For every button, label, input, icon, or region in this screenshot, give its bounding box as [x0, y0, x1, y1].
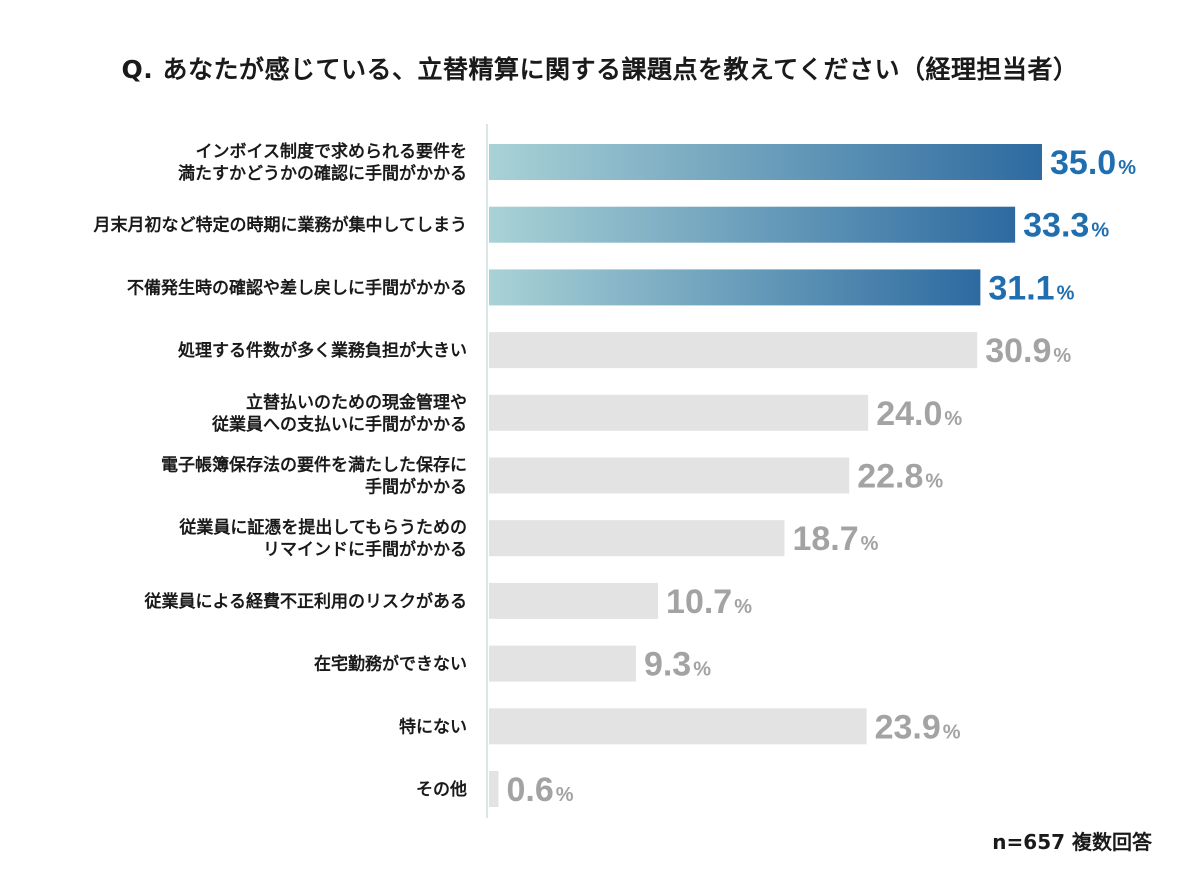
- category-label-3: 不備発生時の確認や差し戻しに手間がかかる: [127, 277, 467, 298]
- category-label-2: 月末月初など特定の時期に業務が集中してしまう: [93, 215, 468, 236]
- bar-2: [489, 206, 1016, 243]
- bar-4: [489, 332, 978, 369]
- category-label-9: 在宅勤務ができない: [314, 654, 467, 675]
- category-label-5: 立替払いのための現金管理や従業員への支払いに手間がかかる: [211, 392, 467, 435]
- bar-7: [489, 520, 785, 557]
- value-label-8: 10.7%: [666, 583, 752, 621]
- bar-1: [489, 144, 1042, 180]
- bar-11: [489, 771, 499, 807]
- bar-8: [489, 582, 659, 619]
- bar-5: [489, 394, 869, 431]
- bar-9: [489, 645, 636, 682]
- category-label-6: 電子帳簿保存法の要件を満たした保存に手間がかかる: [161, 455, 467, 498]
- value-label-3: 31.1%: [988, 269, 1074, 307]
- sample-note: n=657 複数回答: [992, 830, 1152, 854]
- value-label-2: 33.3%: [1023, 207, 1109, 245]
- bar-6: [489, 457, 850, 494]
- value-label-7: 18.7%: [792, 520, 878, 558]
- category-label-10: 特にない: [399, 716, 467, 737]
- chart-title: Q. あなたが感じている、立替精算に関する課題点を教えてください（経理担当者）: [121, 55, 1079, 84]
- category-label-8: 従業員による経費不正利用のリスクがある: [144, 591, 468, 612]
- category-label-4: 処理する件数が多く業務負担が大きい: [177, 340, 467, 361]
- category-label-1: インボイス制度で求められる要件を満たすかどうかの確認に手間がかかる: [178, 141, 467, 184]
- value-label-6: 22.8%: [857, 458, 943, 496]
- value-label-5: 24.0%: [876, 395, 962, 433]
- bar-3: [489, 269, 981, 306]
- value-label-4: 30.9%: [985, 332, 1071, 370]
- bar-10: [489, 708, 867, 745]
- category-label-7: 従業員に証憑を提出してもらうためのリマインドに手間がかかる: [178, 517, 467, 560]
- value-label-10: 23.9%: [875, 708, 961, 746]
- value-label-9: 9.3%: [644, 646, 711, 684]
- category-label-11: その他: [416, 779, 467, 800]
- value-label-1: 35.0%: [1050, 144, 1136, 182]
- value-label-11: 0.6%: [506, 771, 573, 809]
